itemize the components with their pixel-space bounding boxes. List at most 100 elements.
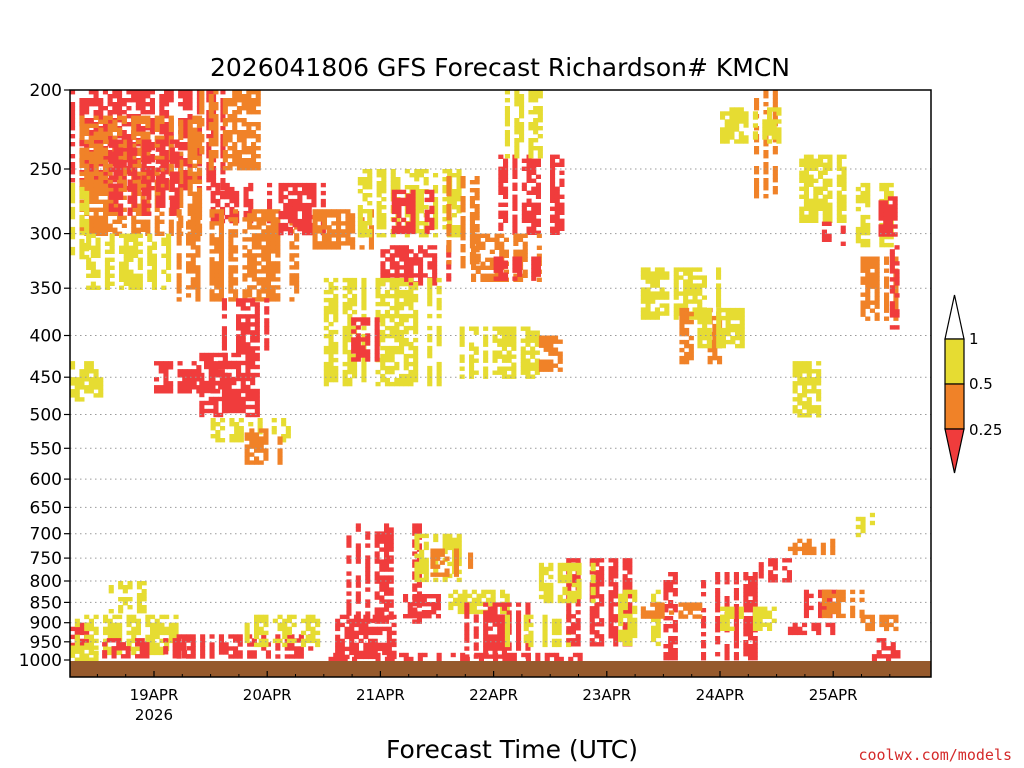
heatmap-cell: [206, 178, 212, 183]
heatmap-cell: [163, 381, 169, 386]
heatmap-cell: [489, 265, 495, 270]
heatmap-cell: [241, 94, 247, 99]
heatmap-cell: [771, 107, 777, 112]
heatmap-cell: [403, 373, 409, 379]
heatmap-cell: [422, 249, 428, 254]
heatmap-cell: [254, 448, 260, 453]
heatmap-cell: [228, 654, 234, 659]
heatmap-cell: [257, 426, 263, 431]
heatmap-cell: [368, 630, 374, 636]
heatmap-cell: [163, 650, 169, 655]
heatmap-cell: [234, 426, 240, 431]
heatmap-cell: [127, 187, 133, 192]
heatmap-cell: [763, 182, 769, 187]
heatmap-cell: [381, 181, 387, 186]
heatmap-cell: [424, 197, 430, 203]
heatmap-cell: [190, 221, 196, 226]
heatmap-cell: [887, 216, 893, 221]
heatmap-cell: [394, 293, 400, 299]
heatmap-cell: [446, 224, 452, 229]
heatmap-cell: [526, 166, 532, 171]
heatmap-cell: [772, 186, 778, 191]
heatmap-cell: [93, 227, 99, 232]
heatmap-cell: [155, 199, 161, 204]
heatmap-cell: [485, 233, 491, 238]
heatmap-cell: [352, 373, 358, 379]
heatmap-cell: [543, 363, 549, 368]
heatmap-cell: [821, 237, 827, 242]
heatmap-cell: [168, 381, 174, 386]
heatmap-cell: [372, 642, 378, 648]
heatmap-cell: [494, 273, 500, 278]
heatmap-cell: [514, 122, 520, 127]
heatmap-cell: [358, 638, 364, 644]
heatmap-cell: [405, 201, 411, 207]
heatmap-cell: [471, 273, 477, 278]
heatmap-cell: [427, 297, 433, 303]
heatmap-cell: [104, 241, 110, 246]
heatmap-cell: [254, 642, 260, 648]
heatmap-cell: [164, 110, 170, 115]
heatmap-cell: [191, 385, 197, 390]
heatmap-cell: [372, 626, 378, 632]
heatmap-cell: [215, 434, 221, 439]
heatmap-cell: [186, 389, 192, 394]
heatmap-cell: [534, 338, 540, 343]
heatmap-cell: [243, 190, 249, 196]
heatmap-cell: [396, 225, 402, 231]
heatmap-cell: [306, 182, 312, 188]
heatmap-cell: [261, 297, 267, 302]
heatmap-cell: [222, 356, 228, 362]
heatmap-cell: [499, 253, 505, 258]
heatmap-cell: [688, 347, 694, 353]
heatmap-cell: [460, 176, 466, 181]
heatmap-cell: [251, 269, 257, 274]
heatmap-cell: [362, 233, 368, 238]
heatmap-cell: [233, 281, 239, 286]
heatmap-cell: [333, 341, 339, 347]
heatmap-cell: [245, 384, 251, 390]
heatmap-cell: [869, 276, 875, 281]
heatmap-cell: [278, 198, 284, 204]
heatmap-cell: [267, 190, 273, 196]
heatmap-cell: [254, 364, 260, 370]
heatmap-cell: [365, 603, 371, 608]
heatmap-cell: [250, 396, 256, 402]
heatmap-cell: [131, 123, 137, 128]
heatmap-cell: [93, 614, 99, 620]
heatmap-cell: [368, 241, 374, 246]
heatmap-cell: [163, 638, 169, 643]
heatmap-cell: [860, 242, 866, 248]
heatmap-cell: [275, 221, 281, 226]
heatmap-cell: [270, 229, 276, 234]
heatmap-cell: [394, 281, 400, 287]
heatmap-cell: [282, 634, 288, 640]
heatmap-cell: [88, 215, 94, 220]
heatmap-cell: [735, 323, 741, 329]
heatmap-cell: [504, 106, 510, 111]
heatmap-cell: [117, 614, 123, 620]
heatmap-cell: [174, 163, 180, 168]
heatmap-cell: [548, 347, 554, 352]
heatmap-cell: [163, 373, 169, 378]
heatmap-cell: [131, 630, 137, 636]
heatmap-cell: [456, 173, 462, 178]
heatmap-cell: [525, 362, 531, 367]
heatmap-cell: [469, 196, 475, 201]
heatmap-cell: [446, 212, 452, 217]
heatmap-cell: [531, 226, 537, 231]
heatmap-cell: [231, 400, 237, 406]
heatmap-cell: [503, 237, 509, 242]
heatmap-cell: [679, 315, 685, 321]
heatmap-cell: [391, 209, 397, 215]
heatmap-cell: [451, 197, 457, 202]
heatmap-cell: [192, 191, 198, 196]
heatmap-cell: [159, 219, 165, 224]
heatmap-cell: [145, 175, 151, 180]
heatmap-cell: [221, 326, 227, 331]
heatmap-cell: [323, 369, 329, 375]
heatmap-cell: [355, 611, 361, 616]
heatmap-cell: [208, 126, 214, 131]
heatmap-cell: [483, 326, 489, 331]
heatmap-cell: [88, 219, 94, 224]
